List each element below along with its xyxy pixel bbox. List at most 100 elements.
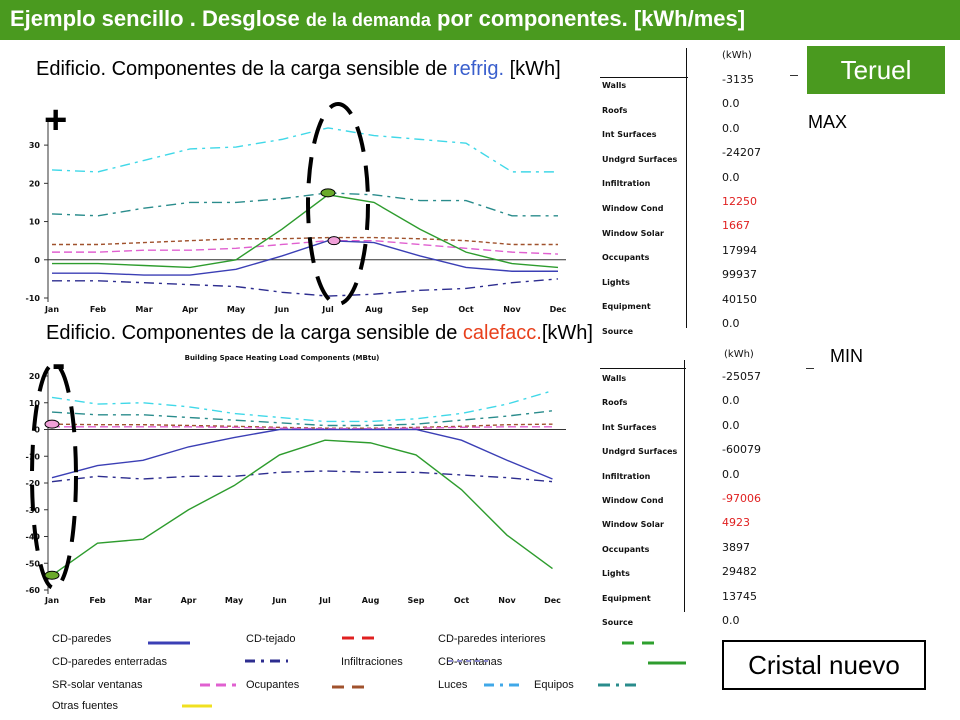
series-line bbox=[51, 192, 558, 217]
y-tick-label: -20 bbox=[26, 479, 41, 488]
x-tick-label: May bbox=[227, 305, 246, 314]
table-value: -24207 bbox=[722, 146, 761, 160]
y-tick-label: -40 bbox=[26, 533, 41, 542]
x-tick-label: Oct bbox=[458, 305, 474, 314]
table-value: -97006 bbox=[722, 492, 761, 505]
highlight-ellipse bbox=[306, 102, 370, 306]
x-tick-label: Dec bbox=[550, 305, 567, 314]
legend-lights-label: Luces bbox=[438, 679, 468, 691]
y-tick-label: -60 bbox=[26, 586, 41, 595]
table-row-label: Int Surfaces bbox=[602, 130, 657, 140]
table-row-label: Walls bbox=[602, 374, 627, 383]
x-tick-label: Aug bbox=[365, 305, 383, 314]
table-row-label: Window Solar bbox=[602, 520, 665, 530]
max-marker-windows bbox=[320, 188, 336, 198]
table-value: 0.0 bbox=[722, 121, 740, 135]
table-row-label: Window Cond bbox=[602, 204, 664, 213]
y-tick-label: 10 bbox=[29, 218, 41, 227]
x-tick-label: Jul bbox=[318, 596, 331, 605]
title-part-1: Ejemplo sencillo . Desglose bbox=[10, 6, 306, 31]
table-value: 0.0 bbox=[722, 317, 740, 330]
table-row-label: Roofs bbox=[602, 398, 628, 408]
table-divider bbox=[686, 48, 687, 328]
x-tick-label: Feb bbox=[89, 596, 106, 605]
table-row-label: Window Solar bbox=[602, 228, 665, 238]
x-tick-label: Jul bbox=[321, 305, 334, 314]
x-tick-label: Jan bbox=[44, 596, 59, 605]
table-row-label: Infiltration bbox=[602, 471, 651, 481]
table-value: 1667 bbox=[722, 219, 750, 233]
y-tick-label: 30 bbox=[29, 141, 41, 150]
table-rule bbox=[600, 368, 686, 369]
min-marker-windows bbox=[44, 570, 60, 580]
legend-equipment-label: Equipos bbox=[534, 679, 574, 691]
x-tick-label: Sep bbox=[408, 596, 425, 605]
table-value: -60079 bbox=[722, 443, 761, 457]
table-value: 40150 bbox=[722, 292, 757, 306]
heating-unit: (kWh) bbox=[724, 349, 754, 360]
table-row-label: Int Surfaces bbox=[602, 422, 657, 432]
x-tick-label: Apr bbox=[181, 596, 197, 605]
legend-infiltration-label: Infiltraciones bbox=[341, 656, 403, 668]
x-tick-label: Feb bbox=[90, 305, 107, 314]
series-line bbox=[52, 278, 559, 297]
x-tick-label: Aug bbox=[362, 596, 380, 605]
minus-sign: - bbox=[52, 342, 66, 386]
table-rule bbox=[600, 77, 688, 78]
y-tick-label: -50 bbox=[26, 559, 41, 568]
legend-walls-label: CD-paredes bbox=[52, 633, 112, 645]
series-line bbox=[52, 194, 559, 269]
max-label: MAX bbox=[808, 112, 848, 132]
heating-heading-highlight: calefacc. bbox=[462, 322, 542, 344]
table-value: 0.0 bbox=[722, 394, 740, 408]
cooling-heading-suffix: [kWh] bbox=[504, 58, 561, 80]
cristal-nuevo-box: Cristal nuevo bbox=[722, 640, 926, 690]
table-value: 13745 bbox=[722, 589, 757, 603]
series-line bbox=[52, 239, 559, 255]
table-row-label: Undgrd Surfaces bbox=[602, 447, 678, 457]
title-bar bbox=[0, 0, 960, 40]
table-row-label: Window Cond bbox=[602, 496, 664, 505]
max-marker-solar bbox=[327, 236, 341, 246]
x-tick-label: Mar bbox=[134, 596, 151, 605]
series-line bbox=[51, 390, 553, 423]
table-value: 12250 bbox=[722, 195, 757, 208]
legend-roof-label: CD-tejado bbox=[246, 633, 296, 645]
title-part-3: por componentes. [kWh/mes] bbox=[430, 6, 746, 31]
highlight-ellipse bbox=[30, 362, 78, 590]
table-row-label: Lights bbox=[602, 277, 630, 287]
x-tick-label: Dec bbox=[544, 596, 561, 605]
x-tick-label: Jan bbox=[44, 305, 59, 314]
legend-interior-walls-label: CD-paredes interiores bbox=[438, 633, 546, 645]
series-line bbox=[51, 470, 553, 483]
x-tick-label: Nov bbox=[498, 596, 516, 605]
table-value: 0.0 bbox=[722, 614, 740, 627]
cooling-heading-prefix: Edificio. Componentes de la carga sensib… bbox=[36, 58, 453, 80]
table-row-label: Walls bbox=[602, 81, 627, 90]
min-marker-solar bbox=[44, 419, 60, 429]
plot-area bbox=[44, 370, 564, 596]
table-row-label: Source bbox=[602, 618, 634, 627]
connector-dash bbox=[806, 368, 814, 369]
plus-sign: + bbox=[44, 98, 68, 142]
table-value: 0.0 bbox=[722, 97, 740, 111]
x-tick-label: Nov bbox=[503, 305, 521, 314]
cooling-heading: Edificio. Componentes de la carga sensib… bbox=[36, 58, 561, 81]
table-value: -3135 bbox=[722, 73, 754, 86]
cooling-table: (kWh) Walls Roofs Int Surfaces Undgrd Surfa… bbox=[600, 44, 761, 336]
table-value: 0.0 bbox=[722, 170, 740, 184]
series-line bbox=[51, 127, 558, 173]
heating-heading: Edificio. Componentes de la carga sensib… bbox=[46, 322, 593, 345]
legend-other-label: Otras fuentes bbox=[52, 700, 119, 712]
cooling-unit: (kWh) bbox=[722, 50, 752, 61]
table-value: 99937 bbox=[722, 268, 757, 282]
y-tick-label: -10 bbox=[26, 294, 41, 303]
min-label: MIN bbox=[830, 346, 863, 366]
x-tick-label: Jun bbox=[271, 596, 287, 605]
table-row-label: Occupants bbox=[602, 544, 650, 554]
page-title: Ejemplo sencillo . Desglose de la demand… bbox=[10, 6, 745, 32]
y-tick-label: 10 bbox=[29, 399, 41, 408]
table-value: 29482 bbox=[722, 565, 757, 579]
legend-swatches bbox=[148, 636, 686, 708]
y-tick-label: 0 bbox=[34, 256, 40, 265]
